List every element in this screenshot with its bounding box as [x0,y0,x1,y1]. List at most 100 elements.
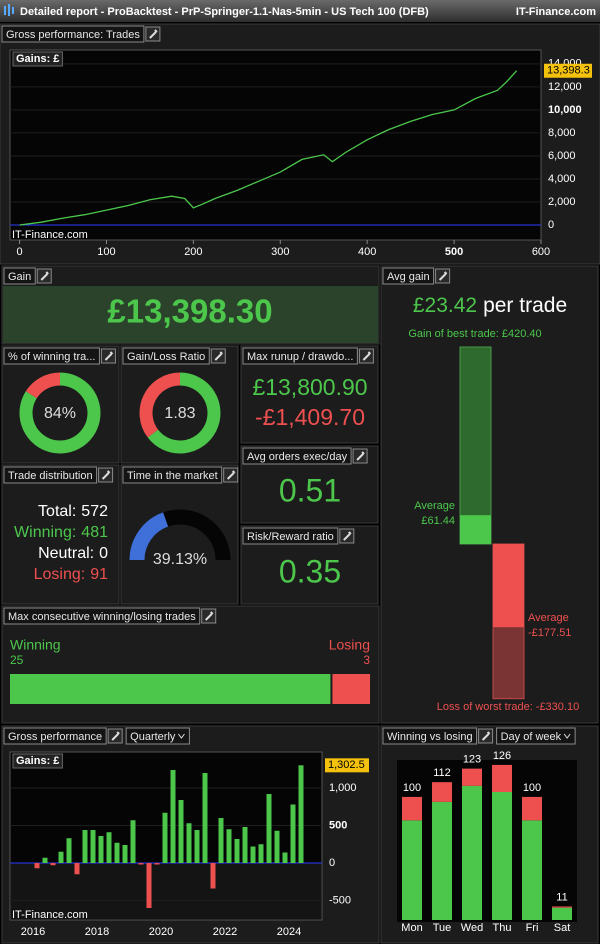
panel-title: Avg orders exec/day [247,451,348,463]
bar-segment [552,906,572,908]
dropdown[interactable] [125,727,190,745]
bar-segment [522,820,542,920]
x-tick-label: 0 [16,246,22,258]
distribution-label: Total: [38,503,76,520]
worst-trade-value: -£330.10 [536,701,579,713]
app-icon [12,7,14,14]
panel-title-tab [3,267,36,285]
panel-title-tab [382,267,435,285]
wrench-icon [481,731,491,741]
bar [274,830,280,863]
donut-loss [25,372,61,399]
distribution-value: 481 [81,524,108,541]
panel-title: Time in the market [127,470,218,482]
distribution-row: Neutral: 0 [38,545,108,562]
best-trade-label: Gain of best trade: £420.40 [408,328,541,340]
dropdown-arrow [178,733,185,739]
wrench-icon [205,611,214,621]
panel-title: Max consecutive winning/losing trades [8,611,196,623]
y-tick-label: 14,000 [548,58,582,70]
avg-gain-headline: £23.42 per trade [413,294,567,317]
dropdown[interactable] [496,727,576,745]
panel-title: Avg gain [387,271,430,283]
chart-label: Gains: £ [16,755,59,767]
donut-label: 84% [44,405,76,422]
bar-segment [462,785,482,920]
x-tick-label: Tue [433,922,452,934]
avg-orders-value: 0.51 [279,472,341,508]
avg-loss-label: Average [528,612,569,624]
panel-title-tab [3,607,201,625]
x-tick-label: 500 [445,246,463,258]
distribution-label: Winning: [14,524,76,541]
worst-trade-label: Loss of worst trade: -£330.10 [437,701,579,713]
y-tick-label: 10,000 [548,104,582,116]
panel-title: Gross performance: Trades [6,29,140,41]
distribution-label: Neutral: [38,545,94,562]
wrench-icon [104,351,114,361]
panel-title-tab [3,727,107,745]
x-tick-label: Sat [554,922,571,934]
dropdown-arrow [563,733,571,739]
bar [226,829,232,863]
panel-title-tab [382,727,478,745]
plot-area [9,49,542,241]
drawdown-value: -£1,409.70 [255,404,365,430]
bar [130,820,136,863]
panel-title: Gain [8,271,31,283]
bar-total-label: 126 [493,750,511,762]
bar [114,842,120,863]
x-tick-label: Wed [461,922,483,934]
bar-segment [462,768,482,786]
bar [298,765,304,863]
chart-label: Gains: £ [16,53,59,65]
y-tick-label: 0 [548,219,554,231]
winning-bar [10,674,331,704]
equity-line [19,70,518,226]
wrench-icon [214,351,223,361]
panel-title: Gross performance [8,731,102,743]
panel-title-tab [3,347,100,365]
x-tick-label: 400 [358,246,376,258]
y-tick-label: 2,000 [548,196,576,208]
distribution-row: Winning: 481 [14,524,108,541]
x-tick-label: Mon [401,922,422,934]
worst-trade-text: Loss of worst trade: [437,701,533,713]
avg-loss-value: -£177.51 [528,627,571,639]
x-tick-label: 600 [532,246,550,258]
avg-win-label: Average [414,500,455,512]
x-tick-label: 300 [271,246,289,258]
gauge-value [129,512,169,561]
last-value-flag [544,63,592,78]
donut-label: 1.83 [164,405,195,422]
bar [178,800,184,863]
bar-total-label: 112 [433,767,451,779]
best-trade-bar [459,346,492,545]
gain-area [3,286,378,343]
distribution-label: Losing: [34,566,86,583]
last-value-flag [325,758,369,773]
chart-label-box [12,753,63,769]
bar [258,844,264,863]
bar [122,845,128,863]
risk-reward-value: 0.35 [279,553,341,589]
bar [82,830,88,863]
watermark: IT-Finance.com [12,909,88,921]
bar [282,852,288,863]
wrench-icon [343,531,352,541]
bar [290,804,296,863]
gain-value: £13,398.30 [107,293,272,330]
panel-title-tab [242,347,358,365]
app-icon [8,4,10,16]
panel [1,464,120,605]
bar-segment [432,801,452,920]
losing-value: 3 [363,653,370,667]
header-brand[interactable]: IT-Finance.com [516,6,596,18]
last-value-label: 1,302.5 [328,759,365,771]
bar-total-label: 100 [403,782,421,794]
panel-title-tab [122,347,210,365]
bar-segment [402,820,422,920]
plot-area [397,760,577,922]
x-tick-label: 200 [184,246,202,258]
